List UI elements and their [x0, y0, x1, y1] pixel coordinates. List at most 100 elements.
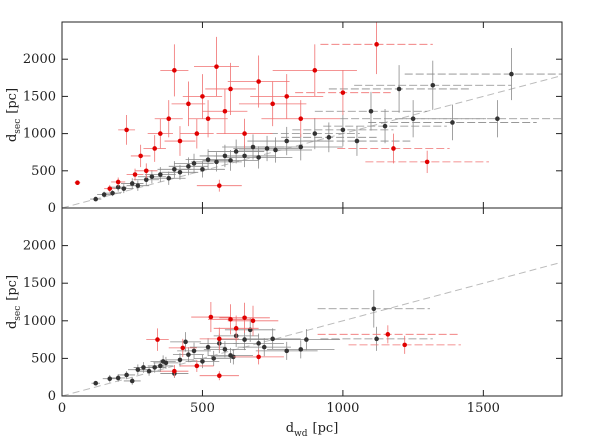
x-tick-label: 500: [190, 401, 215, 416]
point: [228, 158, 233, 163]
point: [402, 342, 407, 348]
point: [298, 116, 304, 122]
point: [177, 138, 183, 144]
point: [200, 94, 205, 99]
point: [298, 347, 304, 352]
point: [155, 337, 160, 342]
point: [368, 108, 374, 114]
point: [214, 159, 219, 165]
point: [222, 108, 228, 114]
y-axis-label-main: d: [5, 134, 20, 142]
point: [129, 181, 135, 186]
point: [256, 354, 261, 360]
point: [107, 186, 113, 191]
point: [115, 375, 121, 381]
point: [217, 183, 222, 188]
point: [250, 144, 256, 150]
point: [211, 356, 216, 361]
point: [222, 347, 228, 352]
x-axis-label-unit: [pc]: [313, 421, 339, 436]
point: [191, 161, 197, 166]
y-tick-label: 2000: [23, 52, 56, 67]
y-tick-label: 500: [31, 351, 56, 366]
point: [233, 149, 239, 154]
point: [264, 146, 270, 151]
point: [430, 82, 436, 88]
point: [391, 146, 396, 151]
point: [121, 186, 127, 191]
point: [256, 79, 261, 84]
x-axis-label: dwd [pc]: [286, 421, 339, 439]
point: [424, 159, 430, 165]
point: [186, 164, 191, 169]
point: [158, 363, 163, 369]
y-tick-label: 1500: [23, 89, 56, 104]
point: [371, 306, 377, 312]
y-tick-label: 500: [31, 164, 56, 179]
diagonal-line: [61, 75, 563, 209]
point: [158, 172, 163, 177]
point: [340, 90, 346, 95]
point: [158, 131, 163, 136]
point: [149, 174, 155, 180]
point: [242, 315, 247, 321]
point: [135, 367, 141, 372]
y-axis-label-unit: [pc]: [5, 88, 20, 114]
y-axis-label-main: d: [5, 321, 20, 329]
axes-frame: [61, 207, 563, 397]
y-axis-label: dsec [pc]: [5, 88, 23, 142]
y-tick-label: 2000: [23, 239, 56, 254]
x-tick-label: 1000: [326, 401, 359, 416]
point: [385, 332, 391, 337]
point: [124, 372, 129, 378]
y-tick-label: 0: [48, 389, 56, 404]
point: [194, 131, 200, 136]
y-tick-label: 1000: [23, 127, 56, 142]
y-tick-label: 0: [48, 201, 56, 216]
x-axis-label-main: d: [286, 421, 294, 436]
y-axis-label: dsec [pc]: [5, 275, 23, 329]
point: [200, 167, 205, 172]
point: [273, 147, 278, 153]
y-axis-label-sub: sec: [13, 119, 23, 134]
point: [284, 138, 290, 144]
point: [261, 344, 267, 350]
point: [152, 365, 157, 370]
point: [298, 144, 304, 150]
point: [172, 167, 177, 172]
point: [326, 135, 332, 140]
point: [186, 352, 191, 357]
point: [354, 138, 360, 144]
points: [74, 22, 562, 202]
x-tick-label: 1500: [467, 401, 500, 416]
point: [194, 363, 200, 369]
point: [143, 177, 149, 183]
point: [177, 357, 183, 363]
point: [312, 68, 318, 73]
point: [132, 172, 138, 177]
point: [146, 368, 152, 374]
point: [93, 380, 99, 386]
x-axis-label-sub: wd: [294, 429, 308, 439]
point: [166, 116, 172, 122]
point: [115, 179, 121, 185]
point: [495, 116, 500, 122]
diagonal-line: [61, 261, 563, 397]
point: [205, 157, 211, 162]
point: [180, 345, 186, 351]
points: [91, 289, 461, 386]
point: [208, 314, 214, 320]
point: [143, 168, 149, 174]
point: [214, 64, 219, 69]
y-axis-label-sub: sec: [13, 306, 23, 321]
y-tick-label: 1500: [23, 276, 56, 291]
point: [110, 190, 115, 196]
point: [101, 192, 107, 197]
point: [172, 368, 177, 374]
point: [233, 326, 239, 331]
point: [509, 71, 514, 77]
point: [107, 376, 113, 382]
point: [205, 344, 211, 350]
point: [256, 155, 261, 160]
